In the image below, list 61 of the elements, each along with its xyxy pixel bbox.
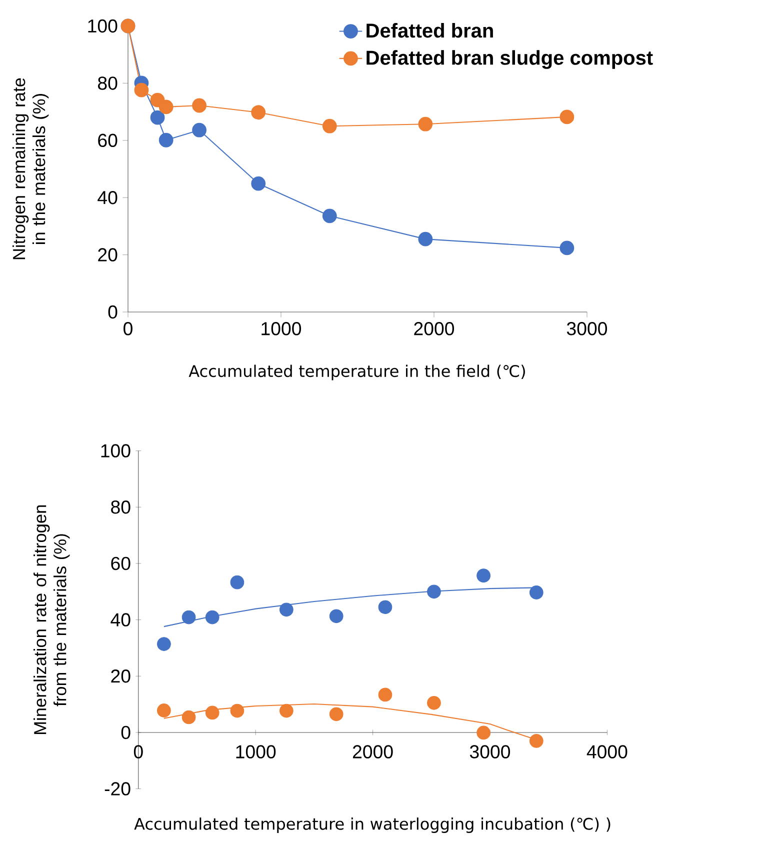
x-tick-label: 3000 — [470, 745, 510, 758]
point — [251, 105, 266, 120]
point — [157, 637, 171, 651]
point — [230, 575, 244, 590]
x-tick-label: 1000 — [262, 322, 302, 336]
point — [427, 696, 441, 710]
y-tick-label: 40 — [98, 190, 118, 204]
x-tick-label: 2000 — [352, 745, 393, 758]
y-tick-label: 80 — [111, 500, 130, 514]
y-tick-label: 80 — [98, 76, 118, 90]
point — [182, 610, 196, 624]
point — [329, 609, 344, 624]
point — [230, 704, 244, 718]
x-tick-label: 1000 — [236, 745, 276, 758]
point — [192, 98, 206, 113]
point — [427, 584, 441, 599]
x-tick-label: 3000 — [566, 322, 608, 336]
x-tick-label: 4000 — [586, 745, 628, 758]
point — [322, 208, 337, 224]
y-axis-title: Mineralization rate of nitrogen from the materials (%) — [34, 505, 70, 734]
y-tick-label: 20 — [111, 670, 130, 683]
point — [192, 122, 206, 138]
point — [378, 688, 392, 702]
x-tick-label: 2000 — [414, 322, 454, 336]
point — [418, 232, 433, 246]
point — [418, 116, 433, 132]
y-tick-label: 0 — [108, 305, 118, 319]
point — [158, 132, 174, 148]
point — [205, 610, 220, 624]
point — [378, 600, 392, 614]
y-tick-label: -20 — [104, 782, 130, 796]
legend-label: Defatted bran — [366, 23, 493, 38]
point — [322, 118, 337, 134]
point — [205, 706, 220, 720]
point — [158, 100, 174, 114]
point — [251, 176, 266, 191]
point — [560, 110, 574, 124]
y-tick-label: 60 — [98, 134, 118, 148]
point — [476, 568, 490, 583]
point — [279, 704, 294, 718]
point — [529, 586, 544, 600]
legend-label: Defatted bran sludge compost — [366, 50, 653, 69]
y-tick-label: 40 — [110, 613, 130, 626]
y-axis-title: Nitrogen remaining rate in the materials (%) — [12, 78, 49, 260]
y-tick-label: 100 — [101, 444, 130, 458]
point — [560, 240, 574, 256]
y-tick-label: 100 — [88, 19, 118, 33]
y-tick-label: 0 — [121, 726, 130, 740]
point — [329, 707, 344, 722]
x-axis-title: Accumulated temperature in the field (℃) — [188, 364, 525, 380]
point — [476, 726, 490, 740]
point — [157, 704, 171, 718]
point — [529, 734, 544, 748]
point — [134, 82, 149, 98]
point — [150, 110, 165, 125]
x-tick-label: 0 — [134, 745, 143, 758]
y-tick-label: 20 — [98, 248, 118, 262]
point — [279, 602, 294, 617]
y-tick-label: 60 — [111, 556, 130, 570]
x-axis-title: Accumulated temperature in waterlogging incubation (℃) ) — [134, 818, 610, 833]
point — [182, 710, 196, 724]
